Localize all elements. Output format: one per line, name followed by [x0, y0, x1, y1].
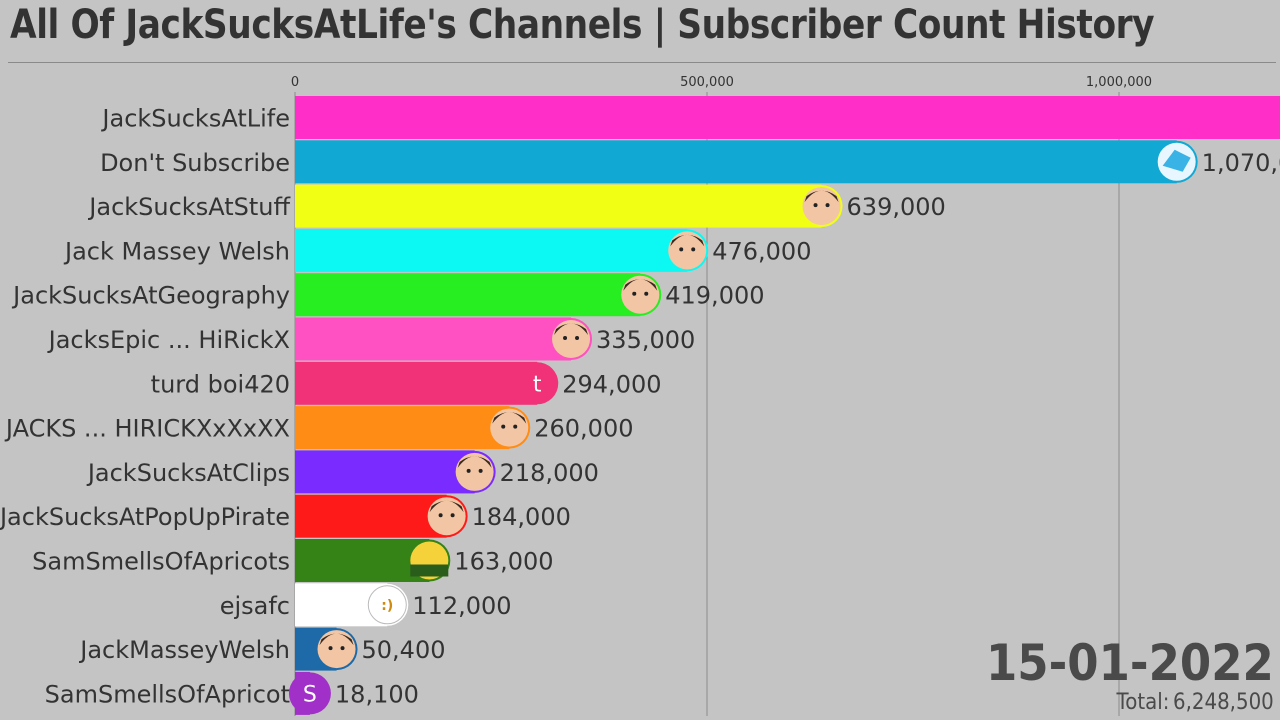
avatar-letter: t [533, 372, 542, 397]
value-label: 163,000 [454, 548, 553, 576]
letter-s-icon [290, 674, 329, 713]
category-label: JacksEpic ... HiRickX [47, 326, 290, 354]
value-label: 112,000 [412, 592, 511, 620]
eye [575, 336, 580, 340]
face-icon [802, 187, 841, 226]
category-label: SamSmellsOfApricots [32, 548, 290, 576]
cartoon-ground [410, 564, 449, 577]
bar [295, 494, 447, 538]
bar [295, 228, 688, 272]
category-label: SamSmellsOfApricot [45, 680, 290, 708]
eye [691, 247, 696, 252]
bar [295, 361, 538, 405]
bar [295, 317, 572, 361]
chart-title: All Of JackSucksAtLife's Channels | Subs… [10, 2, 1155, 48]
total-value: 6,248,500 [1173, 690, 1274, 715]
date-label: 15-01-2022 [986, 634, 1274, 692]
hair-shape [804, 190, 839, 203]
eye [478, 468, 483, 473]
value-label: 184,000 [472, 503, 571, 531]
value-label: 218,000 [500, 459, 599, 487]
value-label: 50,400 [362, 636, 446, 664]
hair-shape [554, 323, 589, 335]
category-label: Jack Massey Welsh [63, 237, 290, 265]
hair-shape [319, 633, 354, 646]
category-label: JACKS ... HIRICKXxXxXX [4, 415, 290, 443]
x-tick-label: 0 [291, 75, 299, 90]
face-icon [455, 452, 494, 491]
category-label: JackMasseyWelsh [78, 636, 290, 664]
category-label: ejsafc [220, 592, 290, 620]
hair-shape [492, 412, 527, 424]
category-label: JackSucksAtLife [100, 105, 290, 133]
hair-shape [429, 500, 464, 513]
face-icon [621, 275, 660, 314]
eye [438, 513, 443, 518]
hair-shape [457, 456, 492, 468]
value-label: 639,000 [847, 193, 946, 221]
hair-shape [623, 279, 658, 291]
category-label: turd boi420 [151, 370, 290, 398]
total-label: Total: 6,248,500 [1113, 690, 1274, 715]
eye [563, 336, 568, 340]
bar [295, 184, 822, 228]
value-label: 335,000 [596, 326, 695, 354]
x-tick-label: 500,000 [680, 75, 734, 90]
eye [513, 424, 518, 429]
shark-shape [1162, 149, 1191, 172]
eye [679, 247, 684, 252]
bar [295, 539, 430, 582]
value-label: 419,000 [665, 282, 764, 310]
bar [295, 273, 641, 317]
value-label: 1,070,000 [1202, 149, 1280, 177]
avatar-letter: S [303, 682, 317, 707]
smiley-cloud-icon [367, 585, 407, 625]
category-label: JackSucksAtStuff [87, 193, 290, 221]
face-icon [668, 231, 707, 270]
bar [295, 96, 1280, 139]
x-tick-label: 1,000,000 [1086, 75, 1152, 90]
hair-shape [670, 234, 705, 247]
category-label: JackSucksAtPopUpPirate [0, 503, 290, 531]
eye [632, 291, 637, 296]
eye [501, 424, 506, 429]
eye [825, 203, 830, 208]
eye [813, 203, 818, 208]
eye [340, 646, 345, 651]
eye [466, 468, 471, 473]
title-divider [8, 62, 1276, 63]
total-caption: Total: [1116, 690, 1170, 715]
bar [295, 140, 1177, 184]
avatar-letter: :) [381, 598, 393, 614]
eye [644, 291, 649, 296]
eye [450, 513, 455, 518]
face-icon [317, 630, 356, 669]
value-label: 260,000 [534, 415, 633, 443]
category-label: Don't Subscribe [100, 149, 290, 177]
bar [295, 406, 510, 450]
category-label: JackSucksAtGeography [11, 282, 290, 310]
letter-t-icon [518, 364, 557, 403]
bar [295, 450, 475, 494]
face-icon [427, 497, 466, 536]
category-label: JackSucksAtClips [86, 459, 290, 487]
value-label: 294,000 [562, 370, 661, 398]
face-icon [490, 408, 529, 447]
eye [328, 646, 333, 651]
value-label: 18,100 [335, 680, 419, 708]
face-icon [552, 320, 591, 358]
value-label: 476,000 [712, 237, 811, 265]
